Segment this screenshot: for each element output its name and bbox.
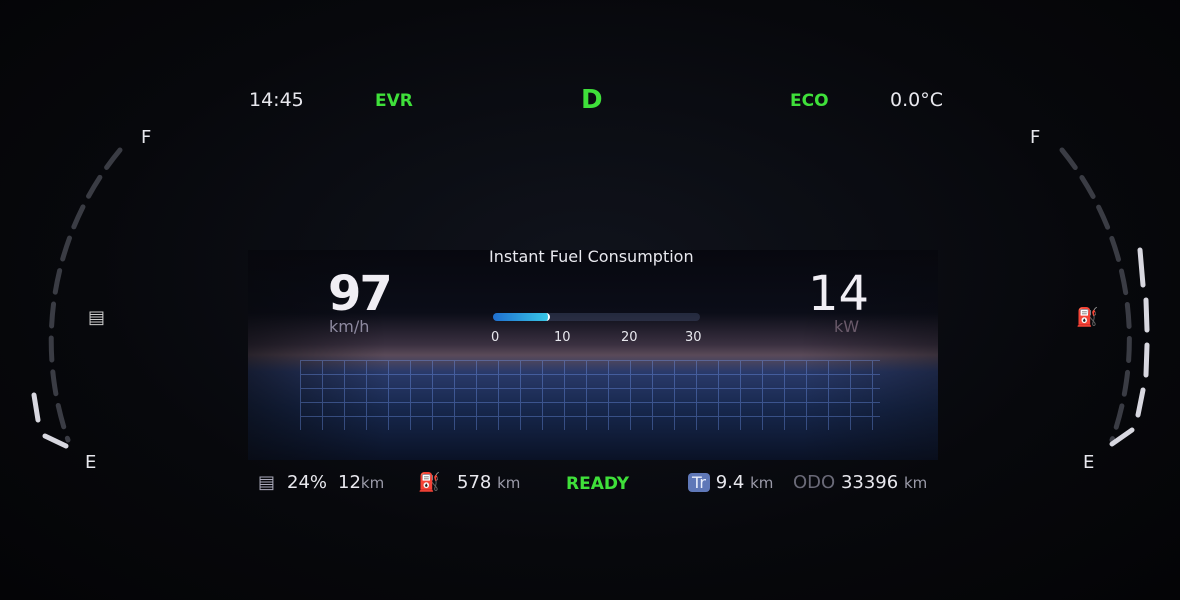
fuel-pump-icon: ⛽ <box>1076 307 1099 328</box>
speed-unit: km/h <box>329 317 370 336</box>
tick-label: 0 <box>491 330 500 345</box>
fuel-consumption-fill <box>493 313 551 321</box>
right-gauge <box>1059 147 1150 447</box>
fuel-range: 578 km <box>457 472 520 493</box>
ev-mode: EVR <box>375 91 413 111</box>
clock: 14:45 <box>249 89 304 111</box>
grid-floor <box>300 360 880 430</box>
odometer: ODO 33396 km <box>793 472 927 493</box>
tick-label: 20 <box>621 330 638 345</box>
trip-value: 9.4 <box>715 472 745 493</box>
electric-range-unit: km <box>360 474 385 492</box>
battery-icon: ▤ <box>88 307 106 328</box>
fuel-pump-icon: ⛽ <box>418 472 441 493</box>
odo-unit: km <box>903 474 928 492</box>
fuel-range-unit: km <box>497 474 521 492</box>
right-gauge-full-label: F <box>1030 127 1041 148</box>
left-gauge-empty-label: E <box>85 452 97 473</box>
fuel-consumption-bar <box>493 313 700 321</box>
left-gauge <box>31 147 123 449</box>
trip: Tr 9.4 km <box>688 472 773 493</box>
tick-label: 30 <box>685 330 702 345</box>
odo-value: 33396 <box>840 472 899 493</box>
power-value: 14 <box>808 266 870 322</box>
gear-indicator: D <box>581 85 603 115</box>
trip-unit: km <box>750 474 774 492</box>
battery-percent: 24% <box>287 472 328 493</box>
electric-range: 12km <box>338 472 384 493</box>
odo-label: ODO <box>793 472 836 493</box>
fuel-range-value: 578 <box>457 472 492 493</box>
electric-range-value: 12 <box>338 472 361 493</box>
left-gauge-full-label: F <box>141 127 152 148</box>
trip-badge: Tr <box>688 473 710 492</box>
power-unit: kW <box>834 317 860 336</box>
fuel-consumption-title: Instant Fuel Consumption <box>489 247 694 266</box>
ready-indicator: READY <box>566 474 630 494</box>
outside-temperature: 0.0°C <box>890 89 943 111</box>
battery-icon: ▤ <box>258 472 276 493</box>
tick-label: 10 <box>554 330 571 345</box>
right-gauge-empty-label: E <box>1083 452 1095 473</box>
center-display <box>248 250 938 460</box>
drive-mode: ECO <box>790 91 829 111</box>
speed-value: 97 <box>328 266 393 322</box>
